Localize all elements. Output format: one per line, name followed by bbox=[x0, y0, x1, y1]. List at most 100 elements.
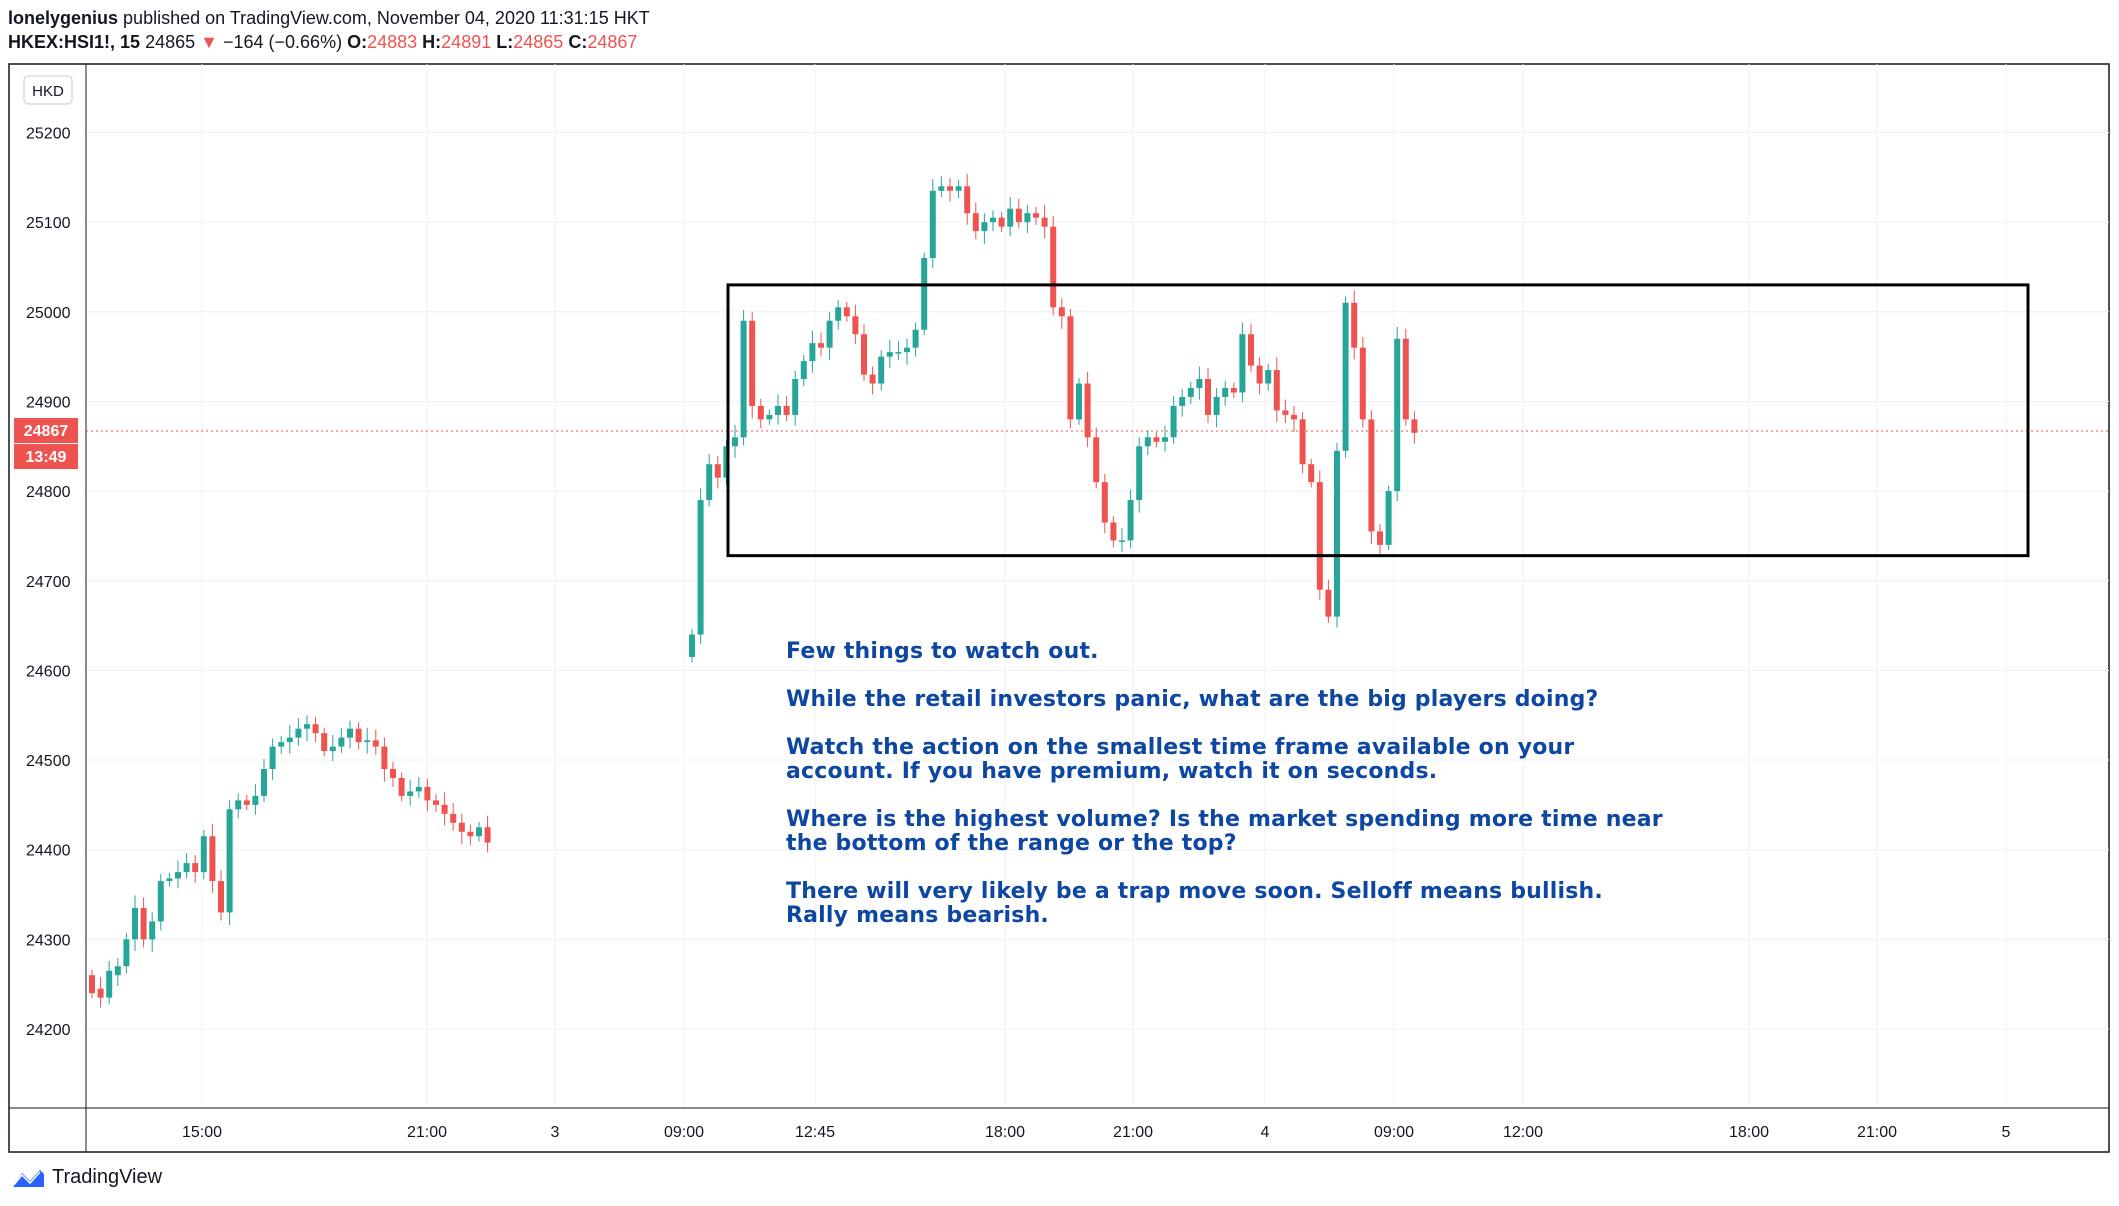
x-tick-label: 18:00 bbox=[985, 1124, 1025, 1141]
candle-body bbox=[398, 777, 405, 796]
candle-body bbox=[1076, 383, 1082, 420]
candle-body bbox=[792, 379, 799, 415]
candle-body bbox=[381, 746, 388, 770]
candle-body bbox=[706, 464, 713, 501]
annotation-line: Where is the highest volume? Is the mark… bbox=[786, 807, 1663, 856]
candle-body bbox=[1334, 450, 1340, 617]
candle-body bbox=[166, 878, 173, 882]
candle-body bbox=[878, 356, 885, 384]
candle-body bbox=[106, 970, 113, 998]
candle-body bbox=[89, 975, 95, 994]
grid bbox=[86, 64, 2109, 1108]
candle-body bbox=[1007, 208, 1014, 227]
price-tag-countdown: 13:49 bbox=[26, 449, 67, 466]
y-tick-label: 24400 bbox=[26, 843, 71, 860]
candle-body bbox=[123, 939, 130, 967]
candle-body bbox=[938, 186, 945, 191]
y-tick-label: 25100 bbox=[26, 215, 71, 232]
close-value: 24867 bbox=[587, 32, 638, 52]
candle-body bbox=[1015, 208, 1022, 223]
candle-body bbox=[783, 405, 790, 415]
candle-body bbox=[1187, 388, 1194, 397]
x-tick-label: 09:00 bbox=[664, 1124, 704, 1141]
x-tick-label: 12:45 bbox=[795, 1124, 835, 1141]
price-tag-price-bg bbox=[14, 418, 78, 444]
publisher-name[interactable]: lonelygenius bbox=[8, 8, 119, 28]
candle-body bbox=[912, 329, 919, 348]
price-axis[interactable]: 24200 24300 24400 24500 24600 24700 24800 24900… bbox=[26, 126, 71, 1040]
symbol-name[interactable]: HKEX:HSI1!, 15 bbox=[8, 32, 141, 52]
candle-body bbox=[1170, 405, 1177, 438]
candle-body bbox=[1127, 500, 1134, 541]
candle-body bbox=[800, 361, 807, 380]
range-box[interactable] bbox=[726, 283, 2030, 558]
y-tick-label: 24300 bbox=[26, 932, 71, 949]
y-tick-label: 24800 bbox=[26, 484, 71, 501]
x-tick-label: 09:00 bbox=[1374, 1124, 1414, 1141]
candle-body bbox=[149, 921, 156, 940]
candle-body bbox=[372, 740, 379, 747]
candle-body bbox=[1368, 419, 1375, 532]
candle-body bbox=[1179, 396, 1186, 406]
candle-body bbox=[347, 728, 353, 738]
candle-body bbox=[1248, 334, 1254, 366]
candle-body bbox=[835, 307, 842, 321]
candle-body bbox=[972, 213, 979, 232]
candle-body bbox=[1205, 379, 1211, 415]
candle-body bbox=[329, 746, 336, 752]
candle-body bbox=[1024, 213, 1031, 223]
candle-body bbox=[990, 217, 996, 223]
high-label: H: bbox=[422, 32, 442, 52]
candle-body bbox=[252, 795, 259, 805]
open-value: 24883 bbox=[367, 32, 418, 52]
candle-body bbox=[364, 740, 371, 743]
candle-body bbox=[921, 258, 928, 330]
candle-body bbox=[226, 809, 233, 913]
x-tick-label: 21:00 bbox=[407, 1124, 447, 1141]
symbol-line: HKEX:HSI1!, 15 24865 ▼ −164 (−0.66%) O:2… bbox=[8, 30, 650, 54]
annotation-line: Few things to watch out. bbox=[786, 639, 1099, 664]
published-text: published on TradingView.com, November 0… bbox=[123, 8, 650, 28]
candle-body bbox=[321, 733, 328, 752]
last-price: 24865 bbox=[145, 32, 196, 52]
candle-body bbox=[1316, 482, 1323, 590]
candle-body bbox=[1136, 446, 1143, 501]
candle-body bbox=[424, 786, 431, 801]
candle-body bbox=[929, 190, 936, 259]
annotation-line: While the retail investors panic, what a… bbox=[786, 687, 1599, 712]
candle-body bbox=[218, 881, 224, 913]
currency-badge[interactable]: HKD bbox=[23, 75, 73, 105]
candle-body bbox=[1256, 365, 1263, 384]
candle-body bbox=[947, 186, 953, 191]
candle-body bbox=[295, 728, 302, 738]
candle-body bbox=[1359, 347, 1366, 420]
x-tick-label: 12:00 bbox=[1503, 1124, 1543, 1141]
tradingview-brand: TradingView bbox=[52, 1166, 163, 1188]
candle-body bbox=[261, 769, 267, 796]
high-value: 24891 bbox=[441, 32, 492, 52]
candle-body bbox=[175, 872, 181, 879]
x-tick-label: 18:00 bbox=[1729, 1124, 1769, 1141]
candle-body bbox=[157, 881, 164, 922]
candle-body bbox=[757, 405, 764, 420]
chart-header: lonelygenius published on TradingView.co… bbox=[8, 6, 650, 54]
candle-body bbox=[861, 334, 867, 375]
down-arrow-icon: ▼ bbox=[200, 32, 218, 52]
candle-body bbox=[689, 634, 695, 657]
candle-body bbox=[843, 307, 850, 317]
price-tag: 24867 13:49 bbox=[14, 418, 78, 470]
tradingview-footer[interactable]: TradingView bbox=[10, 1166, 162, 1189]
y-tick-label: 24200 bbox=[26, 1022, 71, 1039]
publish-line: lonelygenius published on TradingView.co… bbox=[8, 6, 650, 30]
candle-body bbox=[1067, 316, 1074, 420]
candle-body bbox=[766, 414, 773, 420]
currency-label: HKD bbox=[32, 83, 64, 100]
candle-body bbox=[904, 347, 910, 353]
candle-body bbox=[1342, 302, 1349, 451]
price-tag-countdown-bg bbox=[14, 444, 78, 470]
candle-body bbox=[1394, 338, 1401, 492]
time-axis[interactable]: 15:00 21:00 3 09:00 12:45 18:00 21:00 4 09:00 12:… bbox=[182, 1124, 2011, 1141]
candle-body bbox=[740, 320, 747, 438]
chart-frame bbox=[8, 63, 2110, 1153]
